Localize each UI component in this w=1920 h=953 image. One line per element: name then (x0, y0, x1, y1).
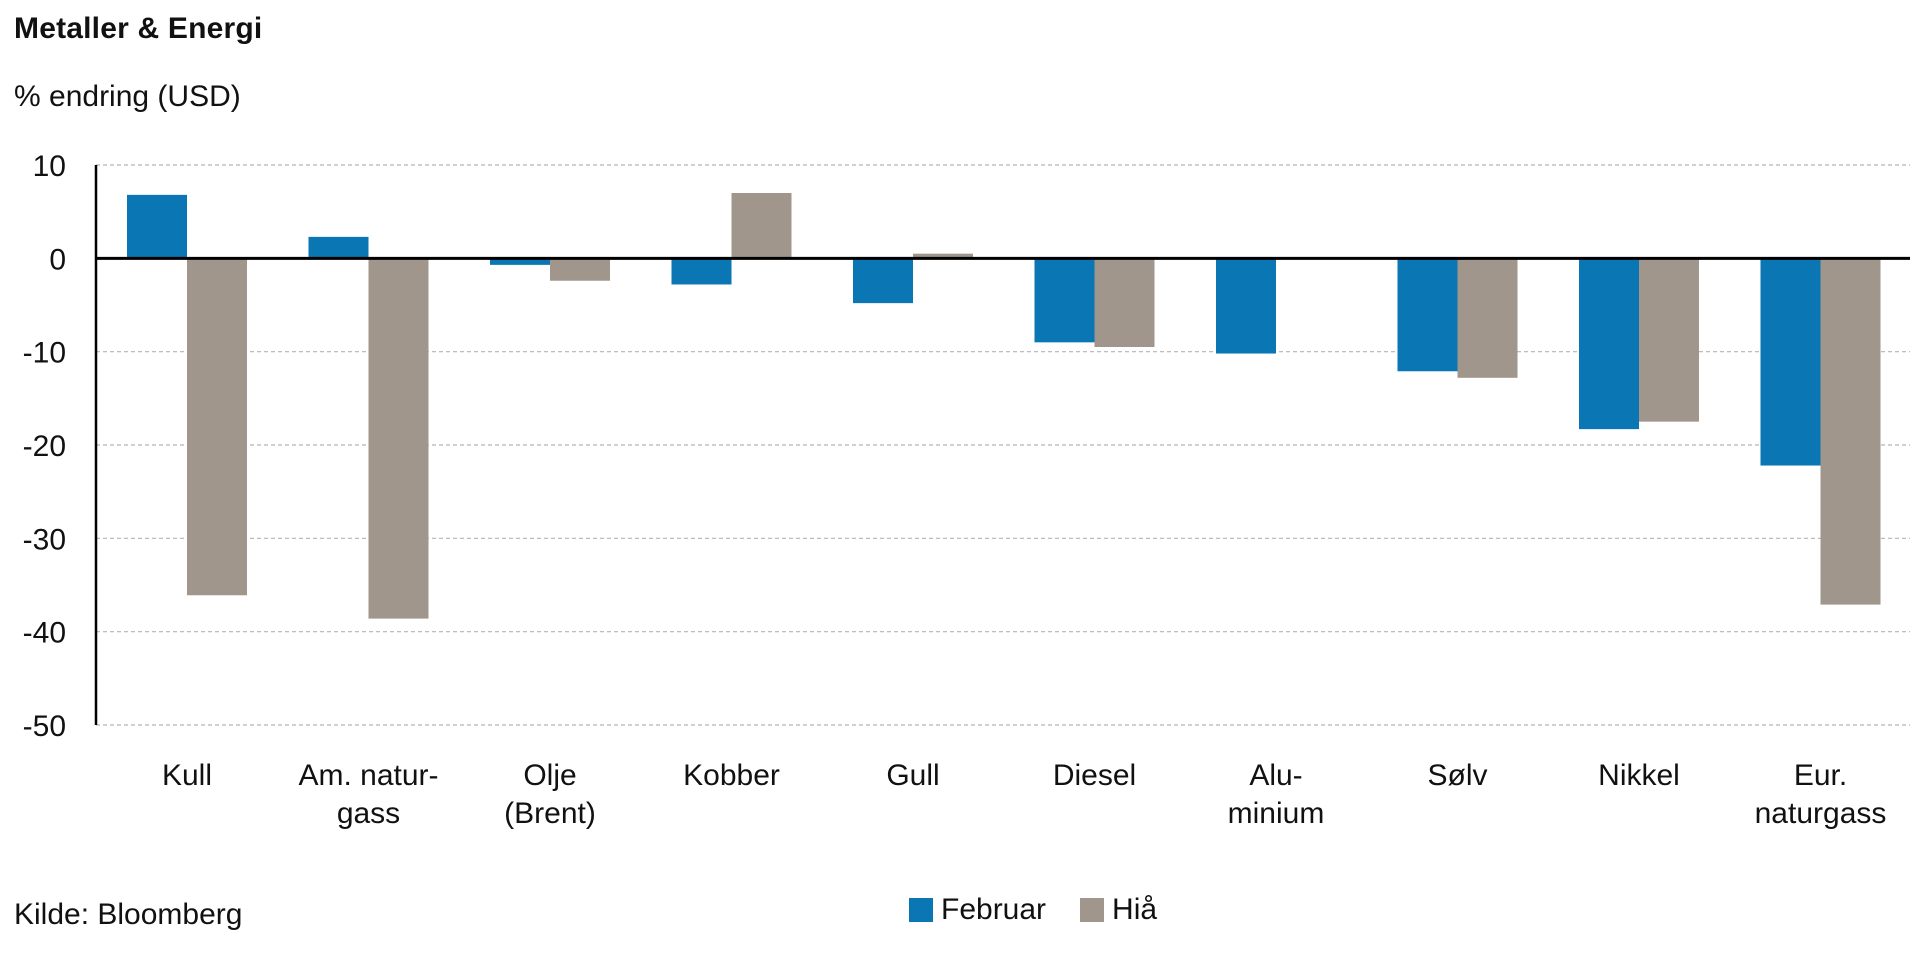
bar-februar (1034, 258, 1095, 343)
source-note: Kilde: Bloomberg (14, 898, 243, 931)
x-category-label: Eur. (1794, 759, 1847, 792)
y-axis-unit-label: % endring (USD) (14, 80, 241, 113)
x-category-label: Kull (162, 759, 212, 792)
bar-februar (308, 236, 369, 259)
x-category-label: Kobber (683, 759, 780, 792)
y-tick-label: 0 (49, 243, 66, 276)
bar-hia (913, 253, 973, 259)
bar-hia (1457, 258, 1518, 378)
bar-hia (1094, 258, 1155, 347)
bar-februar (1760, 258, 1821, 466)
x-category-label: (Brent) (504, 797, 596, 830)
legend-swatch-februar (909, 898, 933, 922)
y-tick-label: -40 (23, 617, 66, 650)
y-tick-label: -50 (23, 710, 66, 743)
bar-hia (1820, 258, 1881, 605)
bar-februar (671, 258, 732, 285)
x-category-label: Nikkel (1598, 759, 1680, 792)
bar-februar (1397, 258, 1458, 372)
x-category-label: Gull (886, 759, 939, 792)
x-category-label: Sølv (1428, 759, 1488, 792)
legend-item-februar: Februar (909, 893, 1046, 927)
x-category-label: Olje (523, 759, 576, 792)
bar-februar (1216, 258, 1276, 354)
bar-hia (187, 258, 247, 596)
legend-item-hia: Hiå (1080, 893, 1157, 927)
chart-title: Metaller & Energi (14, 12, 263, 45)
bar-hia (368, 258, 429, 619)
legend-label-februar: Februar (941, 893, 1047, 926)
x-category-label: naturgass (1755, 797, 1887, 830)
legend-swatch-hia (1080, 898, 1105, 922)
x-category-label: Diesel (1053, 759, 1136, 792)
bar-hia (1639, 258, 1699, 422)
legend-label-hia: Hiå (1112, 893, 1158, 926)
bar-februar (127, 194, 187, 259)
x-category-label: minium (1228, 797, 1325, 830)
bar-hia (550, 258, 610, 281)
bar-februar (853, 258, 913, 304)
x-category-label: Am. natur- (298, 759, 438, 792)
y-tick-label: -20 (23, 430, 66, 463)
y-tick-label: -30 (23, 523, 66, 556)
y-tick-label: 10 (33, 150, 66, 183)
legend: Februar Hiå (909, 893, 1191, 927)
y-tick-label: -10 (23, 337, 66, 370)
x-category-label: Alu- (1249, 759, 1302, 792)
x-category-label: gass (337, 797, 400, 830)
bar-februar (1579, 258, 1639, 430)
bar-hia (731, 193, 792, 259)
bar-februar (490, 258, 550, 265)
